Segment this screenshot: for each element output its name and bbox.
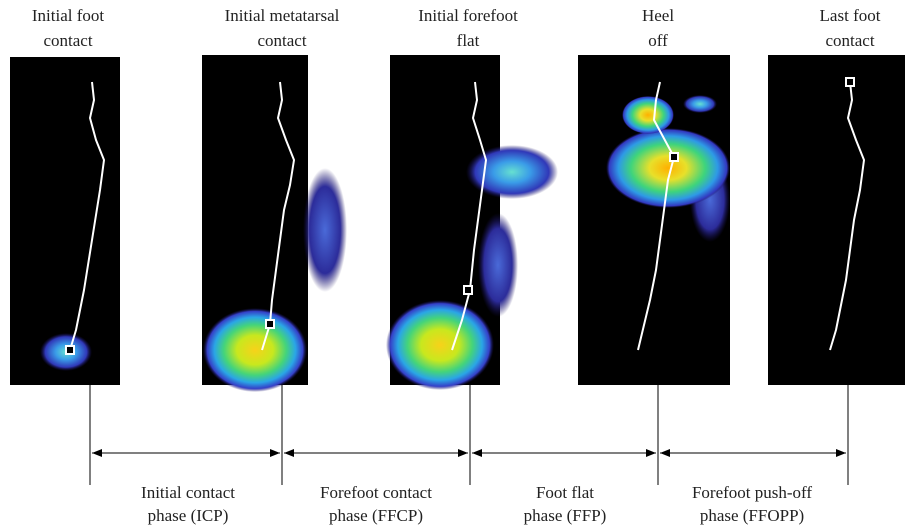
cop-marker	[670, 153, 678, 161]
pressure-blob	[622, 96, 674, 134]
panel-label: flat	[457, 31, 480, 50]
phase-label: phase (FFOPP)	[700, 506, 804, 525]
pressure-blob	[466, 145, 558, 199]
pressure-blob	[478, 213, 518, 317]
phase-arrows	[92, 449, 846, 457]
cop-marker	[66, 346, 74, 354]
phase-label: phase (FFCP)	[329, 506, 423, 525]
cop-marker	[846, 78, 854, 86]
pressure-blob	[683, 95, 717, 113]
pressure-blob	[203, 308, 307, 392]
panel-label: off	[648, 31, 668, 50]
panel-label: Initial foot	[32, 6, 105, 25]
phase-label: Forefoot push-off	[692, 483, 812, 502]
cop-marker	[464, 286, 472, 294]
panel-label: contact	[825, 31, 874, 50]
phase-label: Foot flat	[536, 483, 594, 502]
panel-label: Initial metatarsal	[225, 6, 340, 25]
phase-label: Initial contact	[141, 483, 235, 502]
cop-marker	[266, 320, 274, 328]
phase-label: phase (FFP)	[524, 506, 607, 525]
panel-label: Heel	[642, 6, 674, 25]
phase-label: phase (ICP)	[148, 506, 229, 525]
panel	[768, 55, 905, 385]
pressure-blob	[303, 168, 347, 292]
pressure-blob	[386, 300, 494, 390]
panel-label: contact	[257, 31, 306, 50]
phase-label: Forefoot contact	[320, 483, 432, 502]
panel-label: Last foot	[820, 6, 881, 25]
panel-label: contact	[43, 31, 92, 50]
gait-diagram: Initial foot contact Initial metatarsal …	[0, 0, 916, 527]
panel-label: Initial forefoot	[418, 6, 518, 25]
pressure-blob	[606, 128, 730, 208]
